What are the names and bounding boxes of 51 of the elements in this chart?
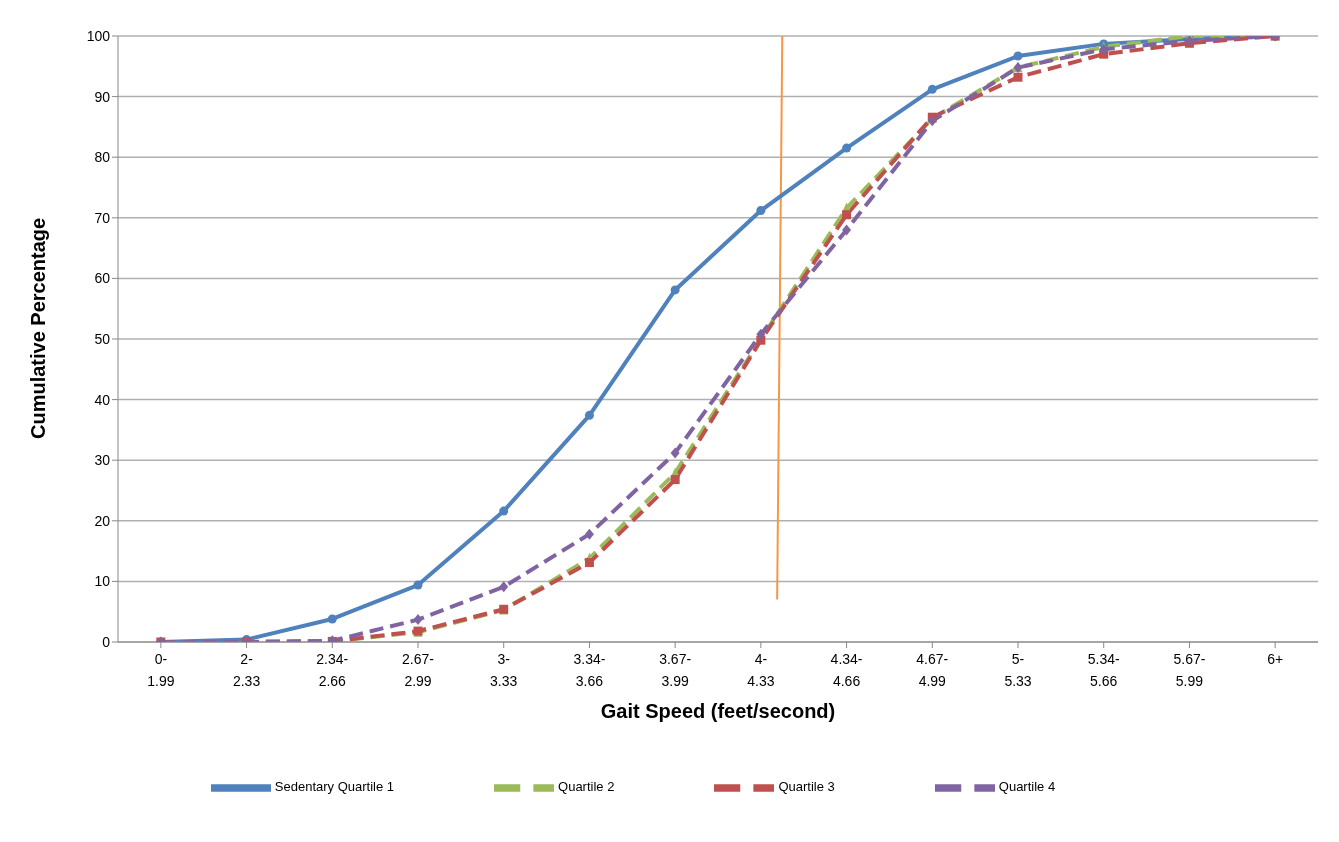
point bbox=[413, 580, 423, 590]
point bbox=[584, 528, 594, 540]
point bbox=[670, 447, 680, 459]
point bbox=[584, 558, 594, 568]
point bbox=[927, 84, 937, 94]
y-tick-label: 30 bbox=[94, 452, 111, 469]
x-tick-label: 4.34-4.66 bbox=[830, 651, 863, 689]
y-axis-title: Cumulative Percentage bbox=[27, 217, 50, 439]
x-tick-label: 3.67-3.99 bbox=[659, 651, 692, 689]
y-tick-label: 80 bbox=[94, 149, 111, 166]
point bbox=[413, 614, 423, 626]
y-tick-label: 0 bbox=[102, 633, 111, 650]
y-tick-label: 100 bbox=[86, 27, 111, 44]
point bbox=[756, 206, 766, 216]
point bbox=[1013, 72, 1023, 82]
legend-label: Quartile 2 bbox=[558, 779, 615, 795]
point bbox=[842, 210, 852, 220]
x-tick-label: 3-3.33 bbox=[490, 651, 518, 689]
point bbox=[499, 581, 509, 593]
point bbox=[584, 410, 594, 420]
y-tick-label: 40 bbox=[94, 391, 111, 408]
x-tick-label: 5-5.33 bbox=[1004, 651, 1032, 689]
y-tick-label: 20 bbox=[94, 512, 111, 529]
x-tick-label: 4.67-4.99 bbox=[916, 651, 949, 689]
point bbox=[756, 328, 766, 340]
x-tick-label: 2.34-2.66 bbox=[316, 651, 349, 689]
x-tick-label: 2.67-2.99 bbox=[402, 651, 435, 689]
point bbox=[842, 224, 852, 236]
x-axis-title: Gait Speed (feet/second) bbox=[600, 700, 836, 723]
x-tick-label: 0-1.99 bbox=[147, 651, 175, 689]
y-tick-label: 60 bbox=[94, 270, 111, 287]
point bbox=[670, 285, 680, 295]
legend-label: Quartile 4 bbox=[998, 779, 1056, 795]
point bbox=[927, 115, 937, 127]
y-tick-label: 10 bbox=[94, 573, 111, 590]
legend-label: Quartile 3 bbox=[778, 779, 835, 795]
point bbox=[670, 475, 680, 485]
legend-label: Sedentary Quartile 1 bbox=[274, 779, 395, 795]
y-tick-label: 50 bbox=[94, 330, 111, 347]
x-tick-label: 4-4.33 bbox=[747, 651, 775, 689]
x-tick-label: 6+ bbox=[1267, 651, 1284, 667]
point bbox=[1013, 51, 1023, 61]
point bbox=[327, 614, 337, 624]
x-tick-label: 2-2.33 bbox=[232, 651, 261, 689]
x-tick-label: 3.34-3.66 bbox=[573, 651, 606, 689]
x-tick-label: 5.67-5.99 bbox=[1173, 651, 1206, 689]
x-tick-label: 5.34-5.66 bbox=[1087, 651, 1120, 689]
point bbox=[499, 506, 509, 516]
point bbox=[842, 143, 852, 153]
y-tick-label: 70 bbox=[94, 209, 111, 226]
y-tick-label: 90 bbox=[94, 88, 111, 105]
